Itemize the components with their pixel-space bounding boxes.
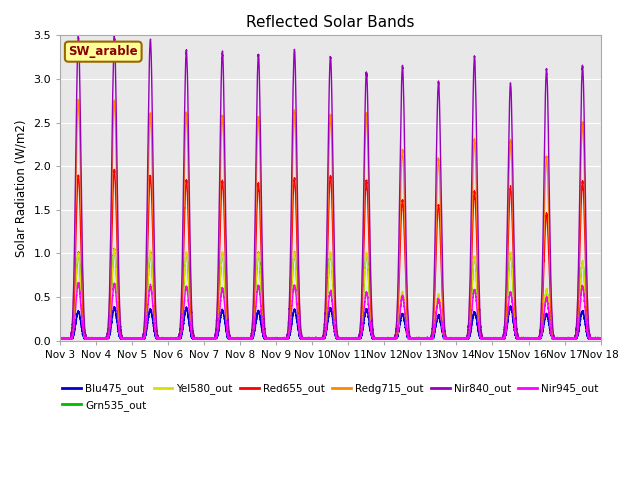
Nir945_out (595, 336, 603, 342)
Redg715_out (405, 331, 413, 337)
Line: Nir945_out: Nir945_out (60, 282, 600, 339)
Blu475_out (482, 336, 490, 341)
Blu475_out (166, 336, 174, 341)
Blu475_out (461, 336, 469, 342)
Legend: Blu475_out, Grn535_out, Yel580_out, Red655_out, Redg715_out, Nir840_out, Nir945_: Blu475_out, Grn535_out, Yel580_out, Red6… (58, 379, 603, 415)
Red655_out (172, 335, 180, 341)
Text: SW_arable: SW_arable (68, 45, 138, 58)
Blu475_out (596, 336, 604, 342)
Nir945_out (56, 336, 64, 342)
Grn535_out (482, 336, 490, 342)
Blu475_out (507, 303, 515, 309)
Redg715_out (56, 336, 64, 342)
Blu475_out (259, 329, 266, 335)
Red655_out (56, 336, 64, 341)
Nir840_out (596, 336, 604, 342)
Nir945_out (75, 279, 83, 285)
Redg715_out (259, 281, 266, 287)
Nir840_out (111, 33, 118, 39)
Red655_out (482, 335, 490, 341)
Grn535_out (166, 336, 174, 341)
Grn535_out (110, 246, 118, 252)
Nir945_out (259, 324, 266, 330)
Line: Yel580_out: Yel580_out (60, 249, 600, 339)
Blu475_out (172, 336, 180, 341)
Nir840_out (259, 266, 266, 272)
Red655_out (166, 336, 174, 341)
Line: Redg715_out: Redg715_out (60, 99, 600, 339)
Red655_out (259, 300, 266, 305)
Yel580_out (479, 336, 486, 342)
Line: Red655_out: Red655_out (60, 169, 600, 339)
Nir945_out (405, 335, 413, 340)
Nir840_out (595, 336, 603, 342)
Nir840_out (405, 326, 413, 332)
Line: Nir840_out: Nir840_out (60, 36, 600, 339)
Nir945_out (354, 336, 362, 342)
Nir945_out (172, 336, 180, 341)
Title: Reflected Solar Bands: Reflected Solar Bands (246, 15, 415, 30)
Line: Grn535_out: Grn535_out (60, 249, 600, 339)
Blu475_out (595, 336, 603, 341)
Line: Blu475_out: Blu475_out (60, 306, 600, 339)
Grn535_out (596, 336, 604, 342)
Red655_out (84, 336, 92, 342)
Yel580_out (405, 335, 413, 341)
Y-axis label: Solar Radiation (W/m2): Solar Radiation (W/m2) (15, 119, 28, 257)
Nir840_out (172, 335, 180, 341)
Yel580_out (56, 336, 64, 341)
Nir840_out (166, 336, 174, 341)
Redg715_out (304, 336, 312, 342)
Yel580_out (482, 336, 490, 342)
Nir945_out (596, 336, 604, 341)
Nir840_out (56, 335, 64, 341)
Red655_out (596, 336, 604, 342)
Grn535_out (56, 336, 64, 342)
Grn535_out (172, 336, 180, 342)
Redg715_out (74, 96, 82, 102)
Nir840_out (482, 335, 490, 341)
Blu475_out (56, 336, 64, 341)
Redg715_out (166, 335, 174, 341)
Redg715_out (482, 335, 490, 341)
Nir945_out (482, 336, 490, 342)
Red655_out (405, 333, 413, 338)
Yel580_out (111, 246, 118, 252)
Redg715_out (595, 336, 603, 341)
Grn535_out (405, 335, 413, 341)
Redg715_out (596, 336, 604, 341)
Redg715_out (172, 336, 180, 342)
Grn535_out (259, 316, 266, 322)
Yel580_out (166, 336, 174, 342)
Grn535_out (595, 336, 603, 341)
Red655_out (111, 167, 118, 172)
Yel580_out (172, 336, 180, 342)
Yel580_out (259, 316, 266, 322)
Yel580_out (595, 336, 603, 341)
Grn535_out (483, 336, 490, 342)
Nir840_out (497, 336, 505, 342)
Nir945_out (166, 336, 174, 342)
Red655_out (595, 336, 603, 342)
Yel580_out (596, 336, 604, 342)
Blu475_out (405, 336, 413, 342)
